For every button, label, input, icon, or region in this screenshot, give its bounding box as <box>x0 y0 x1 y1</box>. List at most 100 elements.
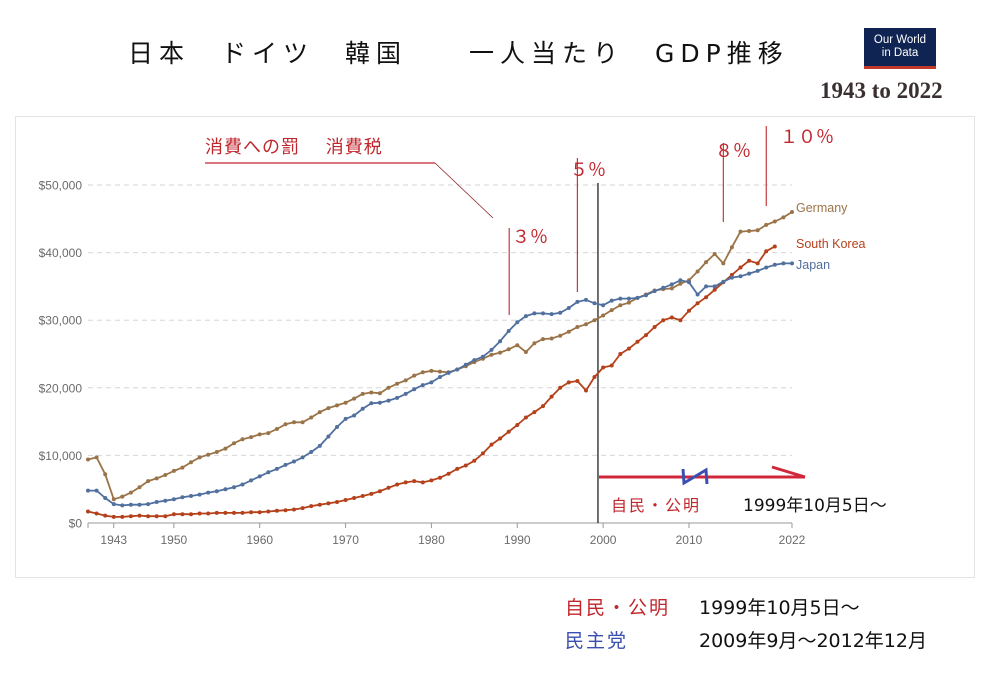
data-point-germany <box>609 308 614 313</box>
data-point-japan <box>86 488 90 493</box>
x-tick-label: 2000 <box>590 533 617 547</box>
tax-marker-lines <box>508 126 767 523</box>
data-point-japan <box>747 271 752 276</box>
data-point-south-korea <box>678 318 683 323</box>
data-point-south-korea <box>266 509 271 514</box>
data-point-japan <box>403 391 408 396</box>
data-point-germany <box>317 410 322 415</box>
data-point-germany <box>592 318 597 323</box>
data-point-germany <box>772 219 777 224</box>
data-point-south-korea <box>403 480 408 485</box>
data-point-south-korea <box>309 504 314 509</box>
data-point-japan <box>575 299 580 304</box>
y-tick-label: $40,000 <box>39 246 83 260</box>
data-point-germany <box>721 261 726 266</box>
x-tick-label: 1960 <box>246 533 273 547</box>
data-point-germany <box>704 260 709 265</box>
data-point-japan <box>626 296 631 301</box>
data-point-south-korea <box>480 451 485 456</box>
data-point-japan <box>721 279 726 284</box>
data-point-japan <box>601 303 606 308</box>
data-point-germany <box>790 210 794 214</box>
data-point-south-korea <box>386 485 391 490</box>
rate-8-label: ８％ <box>715 141 751 162</box>
x-tick-label: 1990 <box>504 533 531 547</box>
data-point-germany <box>386 385 391 390</box>
data-point-south-korea <box>317 502 322 507</box>
data-point-south-korea <box>103 513 108 518</box>
data-point-japan <box>163 498 168 503</box>
data-point-south-korea <box>584 388 588 393</box>
legend-row-dpj: 民主党 2009年9月～2012年12月 <box>565 626 927 653</box>
data-point-south-korea <box>128 514 133 519</box>
data-point-japan <box>669 282 674 287</box>
x-tick-label: 1950 <box>161 533 188 547</box>
data-point-japan <box>738 274 743 279</box>
data-point-germany <box>412 373 417 378</box>
data-point-japan <box>189 494 193 498</box>
data-point-japan <box>335 425 339 429</box>
y-axis-ticks: $0 $10,000 $20,000 $30,000 $40,000 $50,000 <box>39 179 83 531</box>
data-point-germany <box>146 479 151 484</box>
data-point-south-korea <box>549 394 554 399</box>
data-point-germany <box>575 325 580 329</box>
data-point-south-korea <box>420 480 425 485</box>
data-point-japan <box>94 488 99 493</box>
data-point-germany <box>163 473 168 477</box>
data-point-south-korea <box>472 458 477 463</box>
data-point-south-korea <box>755 261 760 266</box>
data-point-japan <box>369 401 374 406</box>
data-point-south-korea <box>506 429 511 434</box>
data-point-germany <box>755 228 760 233</box>
series-labels: Germany South Korea Japan <box>796 201 866 272</box>
data-point-japan <box>360 406 365 411</box>
y-tick-label: $30,000 <box>39 314 83 328</box>
data-point-japan <box>446 370 451 375</box>
data-point-south-korea <box>541 404 545 409</box>
data-point-south-korea <box>412 479 417 484</box>
data-point-south-korea <box>137 513 142 518</box>
ruling-since-date: 1999年10月5日～ <box>743 496 887 516</box>
data-point-japan <box>635 295 640 300</box>
our-world-in-data-logo[interactable]: Our World in Data <box>864 28 936 69</box>
data-point-japan <box>111 502 116 507</box>
date-range: 1943 to 2022 <box>820 78 943 103</box>
data-point-japan <box>755 268 760 273</box>
data-point-south-korea <box>214 510 219 515</box>
data-point-south-korea <box>661 318 666 323</box>
data-point-south-korea <box>498 436 503 441</box>
data-point-germany <box>283 422 288 427</box>
data-point-japan <box>472 358 477 363</box>
data-point-japan <box>146 502 151 507</box>
data-point-japan <box>652 289 657 294</box>
data-point-japan <box>678 278 683 283</box>
data-point-south-korea <box>635 339 640 344</box>
data-point-japan <box>772 262 777 267</box>
data-point-japan <box>412 387 417 392</box>
data-point-south-korea <box>747 258 752 263</box>
data-point-south-korea <box>652 325 657 329</box>
data-point-south-korea <box>626 346 631 351</box>
data-point-germany <box>249 435 254 440</box>
data-point-japan <box>420 383 425 388</box>
data-point-south-korea <box>343 498 348 502</box>
data-point-germany <box>712 252 717 256</box>
data-point-germany <box>369 390 374 395</box>
data-point-japan <box>137 502 142 507</box>
series-line-japan <box>88 262 792 507</box>
data-point-japan <box>386 398 391 403</box>
data-point-japan <box>154 500 159 504</box>
data-point-japan <box>232 485 236 490</box>
data-point-south-korea <box>86 509 90 514</box>
data-point-south-korea <box>592 375 597 379</box>
data-point-germany <box>171 468 176 473</box>
data-point-germany <box>154 476 159 481</box>
data-point-germany <box>111 497 116 502</box>
data-point-germany <box>764 222 769 227</box>
data-point-japan <box>592 301 597 306</box>
data-point-south-korea <box>189 512 193 517</box>
data-point-germany <box>601 313 606 318</box>
data-point-south-korea <box>232 510 236 515</box>
data-point-south-korea <box>609 363 614 368</box>
